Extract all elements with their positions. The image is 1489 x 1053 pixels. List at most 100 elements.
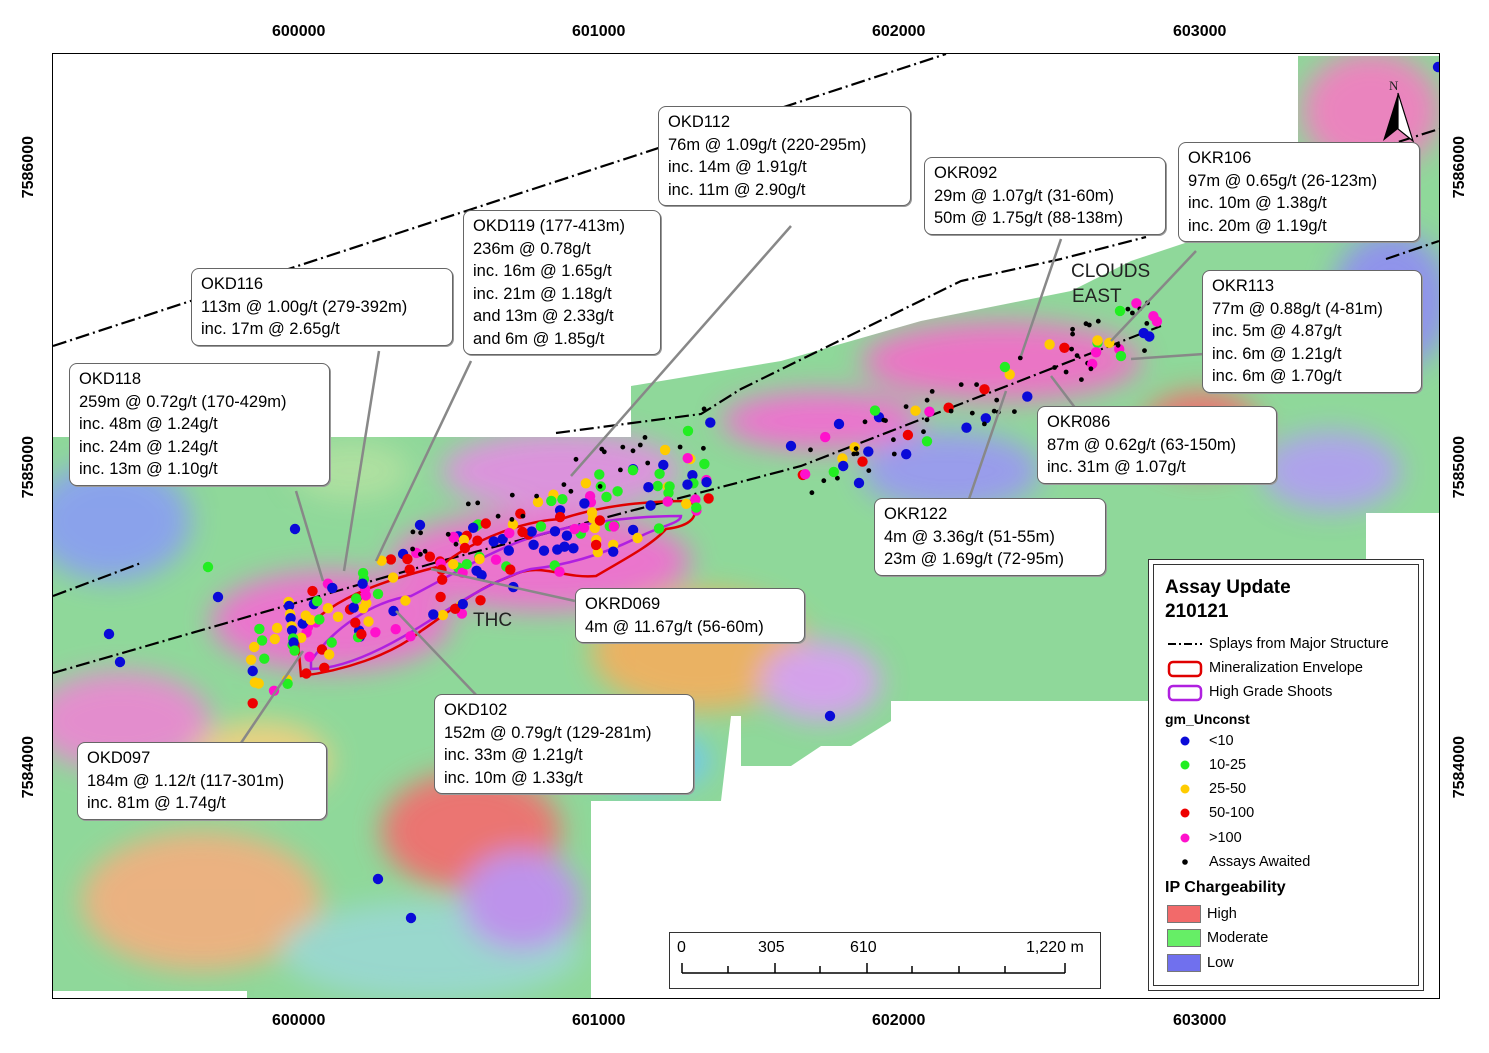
drill-hole-awaited[interactable]	[1095, 318, 1101, 324]
drill-hole-marker[interactable]	[405, 631, 416, 642]
drill-hole-marker[interactable]	[659, 444, 671, 456]
drill-hole-marker[interactable]	[682, 479, 693, 490]
drill-hole-awaited[interactable]	[982, 421, 987, 427]
drill-hole-awaited[interactable]	[1088, 366, 1094, 372]
drill-hole-marker[interactable]	[517, 526, 528, 538]
drill-hole-awaited[interactable]	[808, 447, 813, 453]
drill-hole-marker[interactable]	[608, 546, 619, 557]
drill-hole-marker[interactable]	[314, 614, 325, 625]
drill-hole-marker[interactable]	[838, 460, 849, 472]
drill-hole-awaited[interactable]	[821, 478, 827, 484]
drill-hole-marker-outlier[interactable]	[833, 418, 845, 430]
drill-hole-awaited[interactable]	[410, 529, 416, 535]
drill-hole-awaited[interactable]	[994, 397, 1000, 403]
drill-hole-marker[interactable]	[645, 500, 656, 511]
drill-hole-marker[interactable]	[360, 590, 371, 601]
drill-hole-marker[interactable]	[503, 545, 514, 556]
drill-hole-marker[interactable]	[376, 555, 387, 566]
drill-hole-marker[interactable]	[901, 449, 912, 460]
drill-hole-awaited[interactable]	[509, 517, 515, 522]
drill-hole-marker[interactable]	[390, 624, 401, 635]
drill-hole-awaited[interactable]	[418, 551, 423, 557]
drill-hole-awaited[interactable]	[475, 500, 481, 506]
drill-hole-marker[interactable]	[319, 662, 330, 673]
drill-hole-marker[interactable]	[664, 481, 675, 492]
drill-hole-awaited[interactable]	[630, 448, 636, 454]
drill-hole-awaited[interactable]	[1115, 342, 1121, 348]
drill-hole-awaited[interactable]	[891, 437, 896, 443]
drill-hole-awaited[interactable]	[891, 451, 897, 457]
drill-hole-marker[interactable]	[1004, 369, 1015, 380]
drill-hole-awaited[interactable]	[903, 404, 909, 409]
drill-hole-marker[interactable]	[653, 523, 665, 534]
drill-hole-marker[interactable]	[488, 536, 499, 547]
drill-hole-marker[interactable]	[404, 564, 415, 575]
drill-hole-awaited[interactable]	[1142, 348, 1147, 353]
drill-hole-awaited[interactable]	[948, 408, 954, 414]
drill-hole-marker[interactable]	[594, 469, 605, 480]
drill-hole-marker[interactable]	[475, 595, 486, 606]
drill-hole-marker-outlier[interactable]	[372, 873, 384, 885]
drill-hole-marker[interactable]	[682, 453, 693, 464]
drill-hole-marker[interactable]	[681, 498, 692, 509]
drill-hole-marker[interactable]	[247, 698, 258, 709]
drill-hole-awaited[interactable]	[809, 490, 815, 496]
drill-hole-marker[interactable]	[387, 572, 399, 583]
drill-hole-marker[interactable]	[999, 361, 1011, 373]
drill-hole-marker[interactable]	[307, 585, 318, 597]
drill-hole-awaited[interactable]	[1070, 331, 1075, 337]
drill-hole-awaited[interactable]	[1070, 326, 1075, 332]
drill-hole-marker[interactable]	[924, 406, 935, 417]
drill-hole-marker[interactable]	[1148, 311, 1159, 322]
drill-hole-marker[interactable]	[259, 653, 270, 664]
drill-hole-marker[interactable]	[569, 523, 580, 535]
drill-hole-awaited[interactable]	[645, 460, 651, 466]
drill-hole-marker-outlier[interactable]	[212, 591, 224, 603]
drill-hole-marker[interactable]	[348, 602, 359, 613]
drill-hole-awaited[interactable]	[620, 444, 626, 450]
drill-hole-marker[interactable]	[256, 635, 268, 646]
drill-hole-awaited[interactable]	[1012, 409, 1017, 414]
drill-hole-awaited[interactable]	[854, 451, 860, 456]
drill-hole-marker[interactable]	[705, 417, 716, 428]
drill-hole-marker[interactable]	[703, 493, 714, 504]
drill-hole-marker[interactable]	[535, 521, 547, 532]
drill-hole-awaited[interactable]	[701, 445, 706, 451]
drill-hole-marker[interactable]	[400, 595, 411, 606]
drill-hole-marker[interactable]	[857, 456, 868, 467]
drill-hole-marker[interactable]	[828, 466, 839, 478]
drill-hole-awaited[interactable]	[701, 406, 707, 412]
drill-hole-marker[interactable]	[269, 633, 280, 645]
drill-hole-awaited[interactable]	[924, 417, 930, 423]
drill-hole-marker[interactable]	[869, 405, 881, 416]
drill-hole-marker[interactable]	[979, 384, 990, 395]
drill-hole-marker[interactable]	[1092, 335, 1103, 346]
drill-hole-awaited[interactable]	[1017, 355, 1023, 361]
drill-hole-marker[interactable]	[654, 468, 665, 479]
drill-hole-marker[interactable]	[701, 477, 712, 488]
drill-hole-awaited[interactable]	[597, 484, 603, 489]
drill-hole-awaited[interactable]	[465, 501, 471, 507]
drill-hole-marker[interactable]	[282, 678, 293, 689]
drill-hole-marker[interactable]	[800, 469, 811, 480]
drill-hole-awaited[interactable]	[1144, 321, 1150, 326]
drill-hole-marker[interactable]	[505, 564, 516, 575]
drill-hole-marker[interactable]	[1138, 327, 1149, 339]
drill-hole-marker[interactable]	[283, 600, 295, 612]
drill-hole-marker[interactable]	[612, 486, 623, 497]
drill-hole-marker[interactable]	[361, 598, 372, 609]
drill-hole-awaited[interactable]	[853, 446, 859, 451]
drill-hole-marker[interactable]	[363, 616, 374, 627]
drill-hole-marker[interactable]	[304, 651, 315, 662]
drill-hole-marker[interactable]	[490, 554, 502, 565]
drill-hole-marker[interactable]	[532, 496, 544, 508]
drill-hole-marker[interactable]	[590, 539, 602, 551]
drill-hole-marker[interactable]	[271, 622, 283, 634]
drill-hole-marker[interactable]	[552, 544, 563, 555]
drill-hole-marker[interactable]	[249, 641, 260, 653]
drill-hole-marker[interactable]	[245, 654, 257, 665]
drill-hole-marker[interactable]	[568, 543, 579, 554]
drill-hole-marker[interactable]	[1044, 339, 1055, 350]
drill-hole-awaited[interactable]	[642, 435, 648, 440]
drill-hole-marker[interactable]	[351, 593, 362, 604]
